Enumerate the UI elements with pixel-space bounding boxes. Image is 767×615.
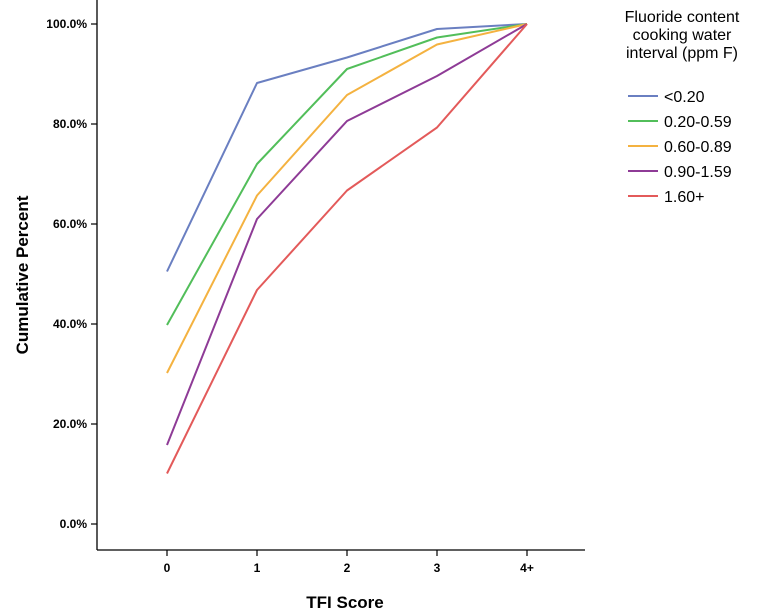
y-tick-label: 80.0% xyxy=(53,117,87,131)
y-axis-ticks: 0.0% 20.0% 40.0% 60.0% 80.0% 100.0% xyxy=(46,17,97,531)
legend-title-line: interval (ppm F) xyxy=(626,45,738,62)
legend-item-label: 0.20-0.59 xyxy=(664,114,732,131)
y-tick-label: 0.0% xyxy=(60,517,88,531)
x-tick-label: 4+ xyxy=(520,561,534,575)
y-tick-label: 60.0% xyxy=(53,217,87,231)
series-line-1 xyxy=(166,23,528,272)
series-line-2 xyxy=(166,23,528,326)
y-tick-label: 100.0% xyxy=(46,17,87,31)
y-axis-title: Cumulative Percent xyxy=(13,195,32,354)
y-tick-label: 40.0% xyxy=(53,317,87,331)
x-axis-title: TFI Score xyxy=(306,593,383,612)
y-tick-label: 20.0% xyxy=(53,417,87,431)
x-tick-label: 2 xyxy=(344,561,351,575)
x-tick-label: 0 xyxy=(164,561,171,575)
series-line-4 xyxy=(166,23,528,446)
series-line-3 xyxy=(166,23,528,374)
legend-item-label: <0.20 xyxy=(664,89,705,106)
x-tick-label: 1 xyxy=(254,561,261,575)
legend-title-line: Fluoride content xyxy=(625,9,740,26)
legend-title-line: cooking water xyxy=(633,27,732,44)
x-axis-ticks: 0 1 2 3 4+ xyxy=(164,550,534,575)
axes xyxy=(96,0,585,551)
series-line-5 xyxy=(166,23,528,474)
legend-item-label: 1.60+ xyxy=(664,189,704,206)
legend-item-label: 0.60-0.89 xyxy=(664,139,732,156)
x-tick-label: 3 xyxy=(434,561,441,575)
legend-item-label: 0.90-1.59 xyxy=(664,164,732,181)
series-lines xyxy=(166,23,528,474)
